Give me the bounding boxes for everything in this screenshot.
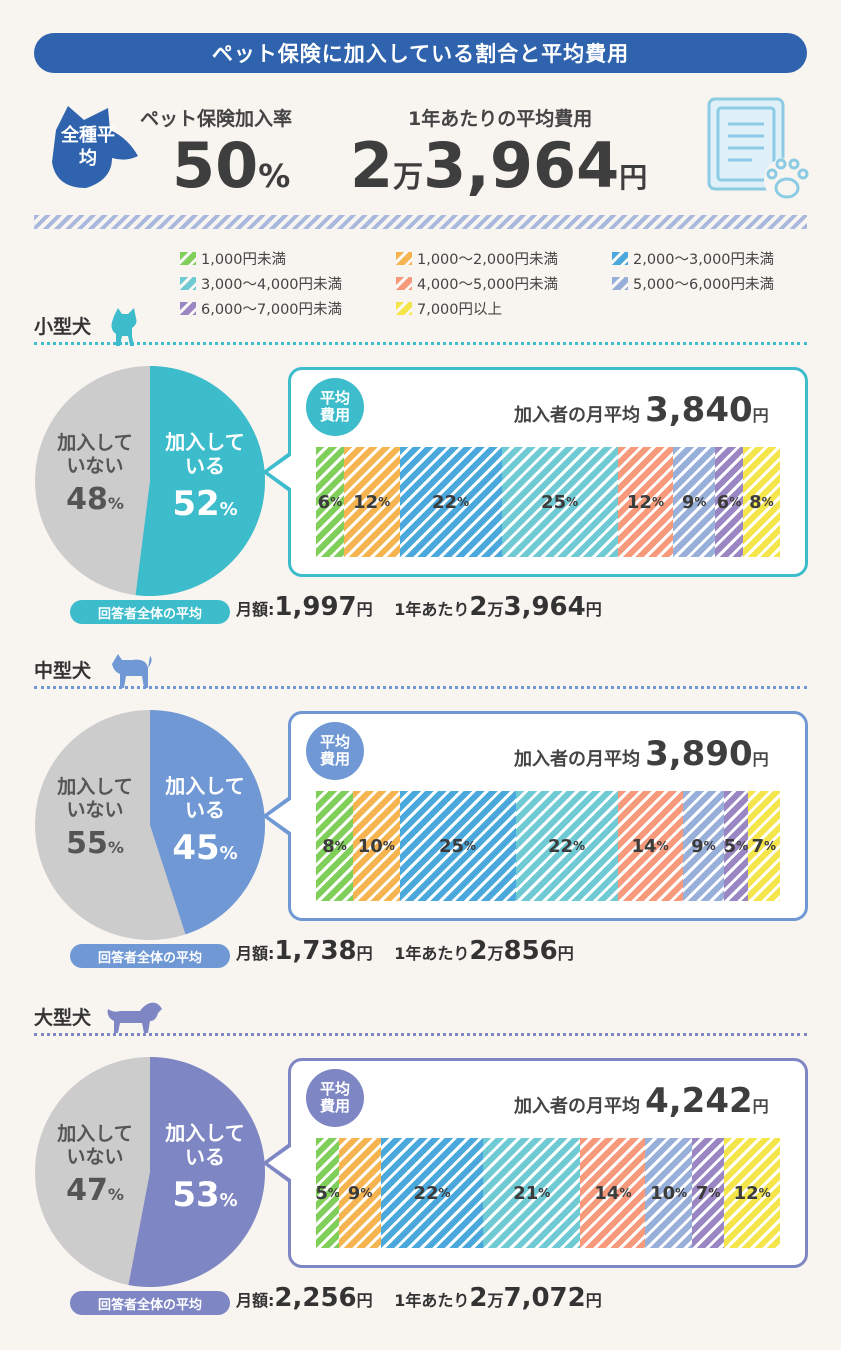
legend-label: 3,000〜4,000円未満 <box>201 277 343 293</box>
bar-segment: 9% <box>682 791 725 901</box>
callout-pointer-inner <box>268 455 292 489</box>
bar-segment: 7% <box>747 791 780 901</box>
stacked-bar: 6% 12% 22% 25% 12% 9% 6% 8% <box>316 447 780 557</box>
large-dog-icon <box>100 997 170 1045</box>
section-title: 小型犬 <box>34 316 92 338</box>
page-title: ペット保険に加入している割合と平均費用 <box>34 33 807 73</box>
legend-item: 3,000〜4,000円未満 <box>180 273 342 294</box>
legend-item: 5,000〜6,000円未満 <box>612 273 774 294</box>
bar-segment: 5% <box>315 1138 340 1248</box>
bar-segment: 7% <box>691 1138 725 1248</box>
legend-swatch <box>396 252 412 265</box>
legend-swatch <box>396 277 412 290</box>
pie-slice-joined <box>128 1057 266 1288</box>
pie-label-joined: 加入して いる 45% <box>165 774 245 868</box>
legend-item: 6,000〜7,000円未満 <box>180 298 342 319</box>
legend-swatch <box>612 252 628 265</box>
legend-item: 2,000〜3,000円未満 <box>612 248 774 269</box>
monthly-average: 加入者の月平均 3,890円 <box>514 734 769 774</box>
bar-segment: 10% <box>353 791 400 901</box>
pie-chart <box>35 366 266 596</box>
bar-segment: 9% <box>673 447 716 557</box>
bar-segment: 8% <box>316 791 354 901</box>
section-divider <box>34 1033 807 1036</box>
legend-label: 1,000円未満 <box>201 252 287 268</box>
bar-segment: 14% <box>617 791 683 901</box>
legend-swatch <box>180 252 196 265</box>
bar-segment: 14% <box>580 1138 646 1248</box>
overall-average-pill: 回答者全体の平均 <box>70 1291 230 1315</box>
monthly-average: 加入者の月平均 3,840円 <box>514 390 769 430</box>
legend-swatch <box>396 302 412 315</box>
header-separator <box>34 215 807 229</box>
insurance-document-paw-icon <box>707 97 809 202</box>
pie-chart <box>35 1057 266 1288</box>
pie-label-joined: 加入して いる 52% <box>165 430 245 524</box>
legend-swatch <box>180 277 196 290</box>
overall-average-values: 月額:1,738円 1年あたり2万856円 <box>236 936 574 966</box>
bar-segment: 12% <box>617 447 674 557</box>
callout-pointer-inner <box>268 799 292 833</box>
average-cost-badge: 平均 費用 <box>306 378 364 436</box>
bar-segment: 9% <box>339 1138 381 1248</box>
bar-segment: 22% <box>380 1138 484 1248</box>
legend-label: 6,000〜7,000円未満 <box>201 302 343 318</box>
pie-label-not-joined: 加入して いない 55% <box>57 776 133 861</box>
legend-swatch <box>612 277 628 290</box>
legend-label: 5,000〜6,000円未満 <box>633 277 775 293</box>
pie-label-not-joined: 加入して いない 47% <box>57 1123 133 1208</box>
legend-item: 1,000円未満 <box>180 248 286 269</box>
dog-head-badge-icon <box>52 106 138 188</box>
overall-average-values: 月額:1,997円 1年あたり2万3,964円 <box>236 592 602 622</box>
legend-item: 4,000〜5,000円未満 <box>396 273 558 294</box>
bar-segment: 6% <box>715 447 743 557</box>
bar-segment: 5% <box>724 791 748 901</box>
legend-swatch <box>180 302 196 315</box>
legend-label: 2,000〜3,000円未満 <box>633 252 775 268</box>
monthly-average: 加入者の月平均 4,242円 <box>514 1081 769 1121</box>
average-cost-badge: 平均 費用 <box>306 1069 364 1127</box>
average-cost-badge: 平均 費用 <box>306 722 364 780</box>
stacked-bar: 8% 10% 25% 22% 14% 9% 5% 7% <box>316 791 780 901</box>
callout-pointer-inner <box>268 1146 292 1180</box>
pie-label-not-joined: 加入して いない 48% <box>57 432 133 517</box>
overall-badge-label: 全種平均 <box>61 125 115 169</box>
small-dog-icon <box>108 306 156 354</box>
legend-label: 1,000〜2,000円未満 <box>417 252 559 268</box>
pie-slice-joined <box>135 366 266 596</box>
legend-item: 1,000〜2,000円未満 <box>396 248 558 269</box>
pie-chart <box>35 709 266 940</box>
legend-label: 7,000円以上 <box>417 302 503 318</box>
bar-segment: 25% <box>501 447 618 557</box>
bar-segment: 22% <box>399 447 502 557</box>
bar-segment: 12% <box>724 1138 780 1248</box>
cost-value: 2万3,964円 <box>350 129 648 202</box>
section-divider <box>34 342 807 345</box>
pie-label-joined: 加入して いる 53% <box>165 1121 245 1215</box>
section-title: 大型犬 <box>34 1007 92 1029</box>
bar-segment: 6% <box>316 447 344 557</box>
bar-segment: 12% <box>343 447 400 557</box>
bar-segment: 8% <box>742 447 780 557</box>
bar-segment: 25% <box>399 791 516 901</box>
section-title: 中型犬 <box>34 660 92 682</box>
bar-segment: 21% <box>483 1138 581 1248</box>
rate-value: 50% <box>172 129 291 202</box>
rate-label: ペット保険加入率 <box>140 108 293 130</box>
legend-label: 4,000〜5,000円未満 <box>417 277 559 293</box>
medium-dog-icon <box>108 650 156 698</box>
cost-label: 1年あたりの平均費用 <box>408 108 593 130</box>
legend-item: 7,000円以上 <box>396 298 502 319</box>
overall-average-values: 月額:2,256円 1年あたり2万7,072円 <box>236 1283 602 1313</box>
overall-average-pill: 回答者全体の平均 <box>70 600 230 624</box>
pie-slice-joined <box>150 709 266 935</box>
overall-average-pill: 回答者全体の平均 <box>70 944 230 968</box>
section-divider <box>34 686 807 689</box>
bar-segment: 22% <box>515 791 618 901</box>
stacked-bar: 5% 9% 22% 21% 14% 10% 7% 12% <box>315 1138 780 1248</box>
bar-segment: 10% <box>645 1138 692 1248</box>
